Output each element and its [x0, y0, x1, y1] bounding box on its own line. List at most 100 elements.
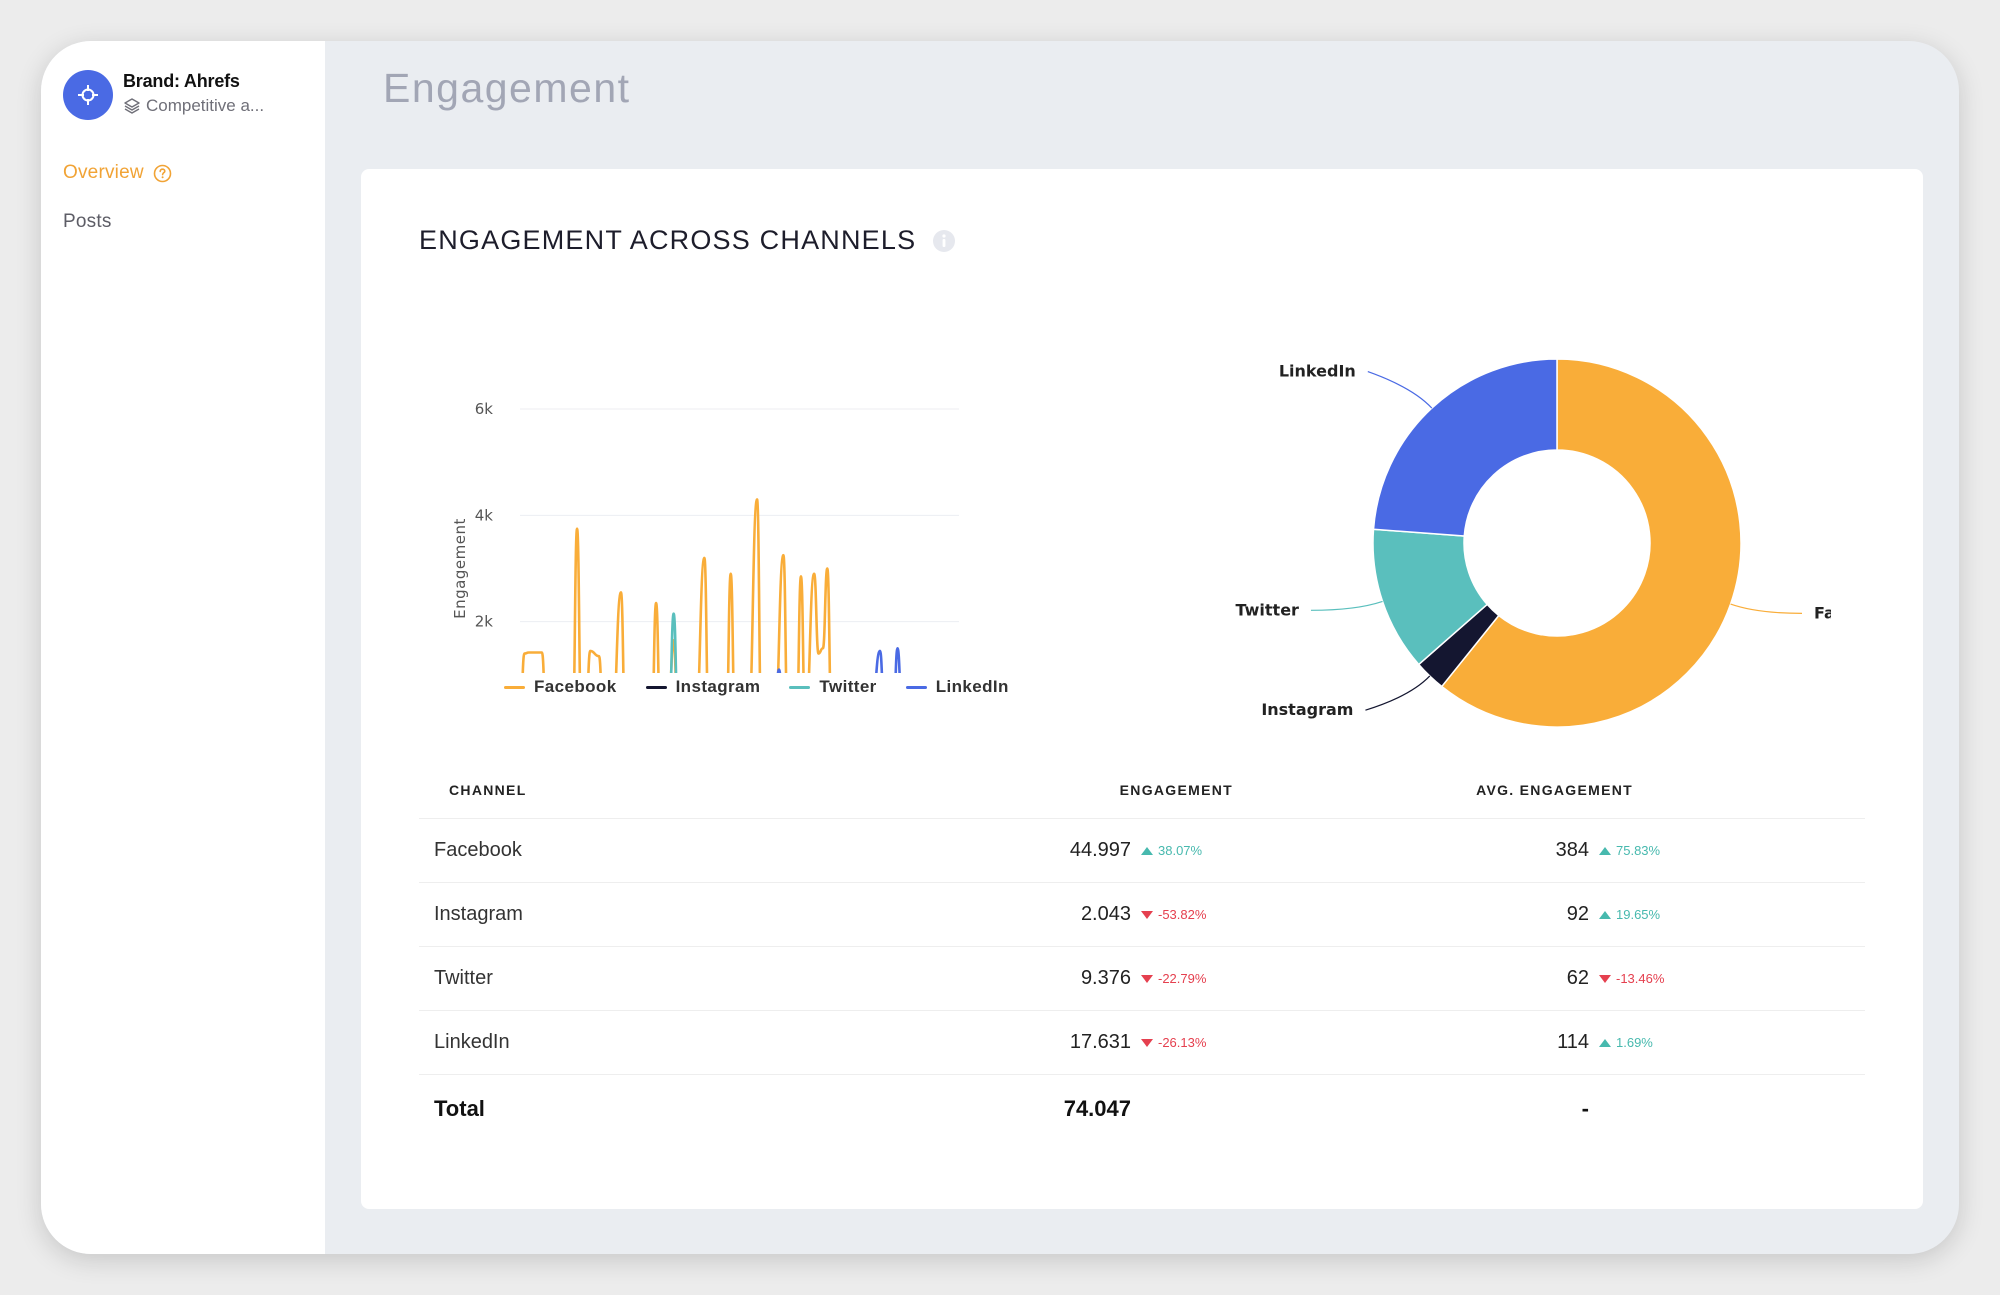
sidebar-item-overview[interactable]: Overview	[63, 161, 172, 185]
column-header-avg-engagement[interactable]: AVG. ENGAGEMENT	[1476, 781, 1633, 798]
brand-name: Brand: Ahrefs	[123, 71, 240, 91]
trend-down-icon	[1141, 1038, 1153, 1047]
donut-label: Instagram	[1261, 700, 1353, 719]
total-engagement-cell: 74.047	[809, 1096, 1233, 1122]
avg-engagement-delta: 19.65%	[1599, 907, 1691, 922]
avg-engagement-delta: 75.83%	[1599, 843, 1691, 858]
channel-name: Facebook	[434, 839, 522, 861]
legend-label: LinkedIn	[935, 677, 1009, 696]
y-tick-label: 6k	[475, 400, 494, 418]
trend-down-icon	[1141, 974, 1153, 983]
trend-up-icon	[1599, 910, 1611, 919]
channel-name: Instagram	[434, 903, 523, 925]
legend-label: Facebook	[534, 677, 617, 696]
legend-swatch	[645, 685, 667, 689]
brand-subtitle: Competitive a...	[123, 95, 264, 117]
table-row[interactable]: Twitter 9.376 -22.79% 62 -13.46%	[419, 947, 1865, 1011]
avg-engagement-value: 114	[1557, 1031, 1589, 1053]
avg-engagement-cell: 114 1.69%	[1233, 1031, 1691, 1054]
trend-up-icon	[1141, 846, 1153, 855]
brand-subtitle-text: Competitive a...	[146, 96, 265, 115]
trend-down-icon	[1599, 974, 1611, 983]
brand-avatar	[63, 70, 113, 120]
engagement-line-chart: 02k4k6kEngagementOct '24Jan '25Apr '25Ju…	[451, 400, 959, 673]
donut-slice-linkedin	[1372, 358, 1558, 537]
engagement-cell: 9.376 -22.79%	[809, 967, 1233, 990]
donut-label: Twitter	[1235, 600, 1299, 619]
avg-engagement-delta-text: 1.69%	[1616, 1035, 1653, 1050]
donut-label: Facebook	[1814, 603, 1831, 622]
channel-name: LinkedIn	[434, 1031, 510, 1053]
legend-item-twitter[interactable]: Twitter	[789, 677, 876, 697]
sidebar-nav: Overview Posts	[63, 161, 172, 259]
page-title: Engagement	[383, 65, 631, 111]
channel-name: Twitter	[434, 967, 493, 989]
column-header-channel[interactable]: CHANNEL	[449, 781, 527, 798]
engagement-value: 44.997	[1069, 839, 1131, 861]
avg-engagement-value: 62	[1566, 967, 1589, 989]
legend-label: Twitter	[819, 677, 877, 696]
brand-switcher[interactable]: Brand: Ahrefs Competitive a...	[63, 69, 264, 120]
avg-engagement-delta-text: -13.46%	[1616, 971, 1665, 986]
column-header-engagement[interactable]: ENGAGEMENT	[809, 782, 1233, 798]
table-row[interactable]: LinkedIn 17.631 -26.13% 114 1.69%	[419, 1011, 1865, 1075]
engagement-delta-text: -22.79%	[1158, 971, 1207, 986]
info-icon[interactable]	[932, 229, 956, 253]
engagement-value: 17.631	[1069, 1031, 1131, 1053]
engagement-delta-text: 38.07%	[1158, 843, 1203, 858]
legend-item-facebook[interactable]: Facebook	[504, 677, 617, 697]
sidebar: Brand: Ahrefs Competitive a... Overview	[41, 41, 325, 1254]
engagement-delta-text: -53.82%	[1158, 907, 1207, 922]
trend-up-icon	[1599, 1038, 1611, 1047]
avg-engagement-cell: 92 19.65%	[1233, 903, 1691, 926]
avg-engagement-cell: 62 -13.46%	[1233, 967, 1691, 990]
table-row[interactable]: Instagram 2.043 -53.82% 92 19.65%	[419, 883, 1865, 947]
avg-engagement-value: 384	[1555, 839, 1589, 861]
sidebar-item-posts[interactable]: Posts	[63, 210, 172, 234]
app-window: Brand: Ahrefs Competitive a... Overview	[41, 41, 1959, 1254]
donut-label: LinkedIn	[1279, 362, 1356, 381]
total-avg: -	[1581, 1096, 1589, 1121]
trend-down-icon	[1141, 910, 1153, 919]
donut-connector	[1367, 371, 1433, 409]
engagement-value: 9.376	[1080, 967, 1131, 989]
total-engagement: 74.047	[1063, 1096, 1131, 1121]
legend-item-instagram[interactable]: Instagram	[645, 677, 761, 697]
legend-swatch	[504, 685, 525, 689]
series-line-twitter	[669, 612, 678, 673]
y-tick-label: 2k	[475, 613, 494, 631]
engagement-delta-text: -26.13%	[1158, 1035, 1207, 1050]
help-icon[interactable]	[153, 164, 172, 183]
engagement-card: ENGAGEMENT ACROSS CHANNELS 02k4k6kEngage…	[361, 169, 1923, 1209]
engagement-cell: 2.043 -53.82%	[809, 903, 1233, 926]
legend-swatch	[789, 685, 811, 689]
engagement-value: 2.043	[1080, 903, 1131, 925]
channel-table: CHANNEL ENGAGEMENT AVG. ENGAGEMENT Faceb…	[419, 761, 1865, 1143]
donut-slice-facebook	[1440, 358, 1742, 728]
legend-item-linkedin[interactable]: LinkedIn	[905, 677, 1009, 697]
engagement-cell: 44.997 38.07%	[809, 839, 1233, 862]
avg-engagement-delta: 1.69%	[1599, 1035, 1691, 1050]
column-header-engagement-text: ENGAGEMENT	[1119, 781, 1233, 798]
table-header: CHANNEL ENGAGEMENT AVG. ENGAGEMENT	[419, 761, 1865, 819]
total-label: Total	[434, 1096, 485, 1121]
donut-connector	[1730, 603, 1802, 614]
y-tick-label: 4k	[475, 506, 494, 524]
table-total-row: Total 74.047 -	[419, 1075, 1865, 1143]
legend-label: Instagram	[675, 677, 761, 696]
engagement-donut-chart: Facebook Instagram Twitter LinkedIn	[1235, 358, 1831, 728]
engagement-delta: -53.82%	[1141, 907, 1233, 922]
donut-connector	[1310, 600, 1383, 611]
sidebar-item-label: Posts	[63, 211, 112, 232]
avg-engagement-cell: 384 75.83%	[1233, 839, 1691, 862]
avg-engagement-delta-text: 19.65%	[1616, 907, 1661, 922]
trend-up-icon	[1599, 846, 1611, 855]
sidebar-item-label: Overview	[63, 162, 144, 183]
layers-icon	[124, 98, 140, 114]
engagement-delta: -26.13%	[1141, 1035, 1233, 1050]
total-avg-cell: -	[1233, 1096, 1691, 1122]
table-row[interactable]: Facebook 44.997 38.07% 384 75.83%	[419, 819, 1865, 883]
engagement-delta: -22.79%	[1141, 971, 1233, 986]
donut-connector	[1365, 675, 1431, 711]
avg-engagement-value: 92	[1566, 903, 1589, 925]
